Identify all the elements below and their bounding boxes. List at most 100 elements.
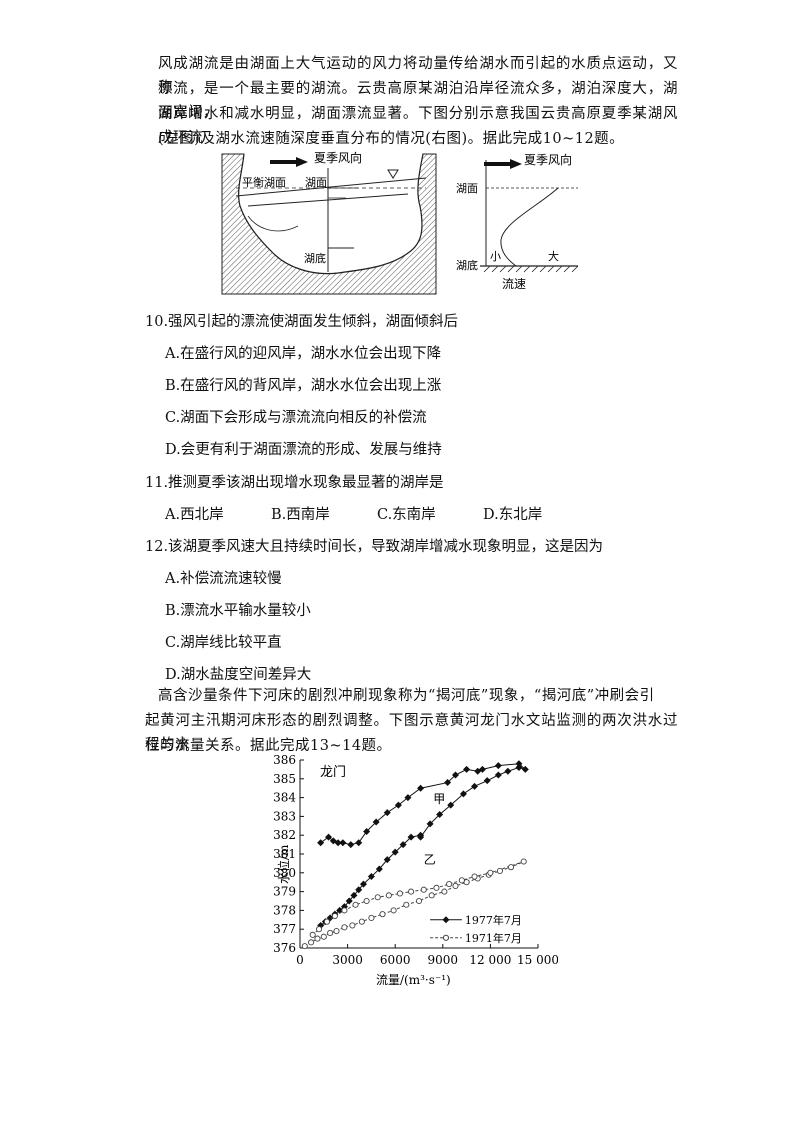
data-point-1971 bbox=[403, 901, 410, 908]
data-point-1977 bbox=[336, 906, 344, 914]
data-point-1971 bbox=[352, 901, 359, 908]
data-point-1977 bbox=[478, 765, 486, 773]
chart-legend: 1977年7月 1971年7月 bbox=[430, 913, 522, 945]
data-point-1971 bbox=[487, 869, 494, 876]
y-tick-label: 386 bbox=[273, 753, 296, 767]
data-point-1971 bbox=[314, 935, 321, 942]
passage-2-line-3: 位与流量关系。据此完成13~14题。 bbox=[145, 738, 392, 754]
q12-option-a[interactable]: A.补偿流流速较慢 bbox=[165, 571, 282, 587]
data-point-1977 bbox=[471, 782, 479, 790]
data-point-1977 bbox=[372, 818, 380, 826]
y-tick-label: 379 bbox=[273, 885, 296, 899]
left-bottom-label: 湖底 bbox=[304, 251, 326, 265]
data-point-1977 bbox=[515, 760, 523, 768]
q10-option-d[interactable]: D.会更有利于湖面漂流的形成、发展与维持 bbox=[165, 442, 442, 458]
y-tick-label: 376 bbox=[273, 941, 296, 955]
y-tick-labels: 376 377 378 379 380 381 382 383 384 385 386 bbox=[273, 753, 296, 955]
data-point-1977 bbox=[483, 777, 491, 785]
y-tick-label: 382 bbox=[273, 828, 296, 842]
data-point-1971 bbox=[408, 888, 415, 895]
y-tick-label: 381 bbox=[273, 847, 296, 861]
x-tick-label: 9000 bbox=[428, 953, 459, 967]
data-point-1977 bbox=[355, 839, 363, 847]
data-point-1971 bbox=[363, 897, 370, 905]
q11-option-d[interactable]: D.东北岸 bbox=[483, 507, 543, 523]
data-point-1977 bbox=[494, 771, 502, 779]
q12-option-d[interactable]: D.湖水盐度空间差异大 bbox=[165, 667, 312, 683]
data-point-1971 bbox=[390, 907, 397, 914]
data-point-1971 bbox=[379, 911, 386, 918]
data-point-1977 bbox=[399, 841, 407, 849]
data-point-1977 bbox=[394, 801, 402, 809]
data-point-1971 bbox=[333, 928, 340, 935]
passage-1-line-2: 漂流，是一个最主要的湖流。云贵高原某湖泊沿岸径流众多，湖泊深度大，湖面宽阔， bbox=[158, 81, 678, 121]
data-point-1977 bbox=[504, 767, 512, 775]
data-point-1977 bbox=[317, 839, 325, 847]
left-surface-label: 湖面 bbox=[305, 176, 327, 189]
data-point-1971 bbox=[341, 907, 348, 914]
legend-marker-1971 bbox=[442, 934, 450, 941]
passage-2-line-2: 起黄河主汛期河床形态的剧烈调整。下图示意黄河龙门水文站监测的两次洪水过程的水 bbox=[145, 713, 678, 753]
data-point-1971 bbox=[308, 939, 315, 946]
q10-option-a[interactable]: A.在盛行风的迎风岸，湖水水位会出现下降 bbox=[165, 346, 442, 362]
chart-axes bbox=[299, 759, 539, 949]
data-point-1971 bbox=[520, 858, 527, 865]
stage-discharge-chart: 376 377 378 379 380 381 382 383 384 385 386 0 3000 6… bbox=[273, 753, 558, 987]
x-axis-label: 流量/(m³·s⁻¹) bbox=[376, 973, 451, 987]
data-point-1971 bbox=[496, 867, 503, 874]
data-point-1977 bbox=[444, 779, 452, 787]
data-point-1977 bbox=[515, 764, 523, 772]
velocity-axis-label: 流速 bbox=[502, 277, 526, 291]
q10-option-c[interactable]: C.湖面下会形成与漂流流向相反的补偿流 bbox=[165, 410, 427, 426]
data-point-1977 bbox=[355, 886, 363, 894]
data-point-1977 bbox=[383, 809, 391, 817]
data-point-1977 bbox=[417, 833, 425, 841]
q10-stem: 10.强风引起的漂流使湖面发生倾斜，湖面倾斜后 bbox=[145, 314, 459, 330]
q11-option-a[interactable]: A.西北岸 bbox=[165, 507, 224, 523]
legend-label: 1971年7月 bbox=[465, 931, 522, 945]
data-point-1977 bbox=[334, 839, 342, 847]
q11-option-b[interactable]: B.西南岸 bbox=[271, 507, 330, 523]
data-point-1971 bbox=[385, 892, 392, 899]
data-point-1977 bbox=[339, 839, 347, 847]
data-point-1971 bbox=[396, 890, 404, 897]
data-point-1977 bbox=[474, 767, 482, 775]
data-point-1971 bbox=[458, 877, 465, 884]
data-point-1971 bbox=[327, 929, 334, 937]
data-point-1971 bbox=[441, 888, 448, 895]
legend-label: 1977年7月 bbox=[465, 913, 522, 927]
q12-option-c[interactable]: C.湖岸线比较平直 bbox=[165, 635, 282, 651]
data-point-1971 bbox=[301, 943, 308, 950]
data-point-1977 bbox=[521, 765, 529, 773]
data-point-1971 bbox=[320, 933, 327, 940]
data-point-1977 bbox=[340, 903, 348, 911]
q12-option-b[interactable]: B.漂流水平输水量较小 bbox=[165, 603, 311, 619]
right-wind-arrow-icon bbox=[484, 159, 522, 169]
data-point-1977 bbox=[363, 827, 371, 835]
data-point-1971 bbox=[315, 926, 323, 933]
data-point-1977 bbox=[375, 865, 383, 873]
y-tick-label: 380 bbox=[273, 866, 296, 880]
balance-surface-label: 平衡湖面 bbox=[242, 176, 286, 189]
lake-cross-section: 夏季风向 平衡湖面 湖面 湖底 bbox=[221, 150, 437, 295]
q11-option-c[interactable]: C.东南岸 bbox=[377, 507, 436, 523]
data-point-1971 bbox=[368, 914, 375, 921]
x-tick-label: 12 000 bbox=[469, 953, 511, 967]
lake-circulation-figure: 夏季风向 平衡湖面 湖面 湖底 夏季风向 湖面 湖底 小 大 流速 bbox=[221, 150, 579, 295]
data-point-1971 bbox=[507, 864, 515, 871]
annotation-yi: 乙 bbox=[424, 852, 436, 866]
y-tick-label: 383 bbox=[273, 809, 296, 823]
passage-1-line-4: (左图)及湖水流速随深度垂直分布的情况(右图)。据此完成10~12题。 bbox=[158, 131, 625, 147]
data-point-1977 bbox=[359, 880, 367, 888]
q11-options: A.西北岸 B.西南岸 C.东南岸 D.东北岸 bbox=[165, 503, 589, 524]
data-point-1971 bbox=[349, 922, 356, 929]
right-surface-label: 湖面 bbox=[456, 182, 478, 195]
annotation-jia: 甲 bbox=[433, 792, 445, 806]
q10-option-b[interactable]: B.在盛行风的背风岸，湖水水位会出现上涨 bbox=[165, 378, 442, 394]
data-point-1971 bbox=[452, 882, 459, 890]
y-tick-label: 377 bbox=[273, 922, 296, 936]
passage-2-line-1: 高含沙量条件下河床的剧烈冲刷现象称为“揭河底”现象，“揭河底”冲刷会引 bbox=[158, 688, 655, 704]
data-point-1977 bbox=[417, 784, 425, 792]
velocity-profile: 夏季风向 湖面 湖底 小 大 流速 bbox=[456, 152, 579, 291]
legend-marker-1977 bbox=[442, 916, 450, 924]
